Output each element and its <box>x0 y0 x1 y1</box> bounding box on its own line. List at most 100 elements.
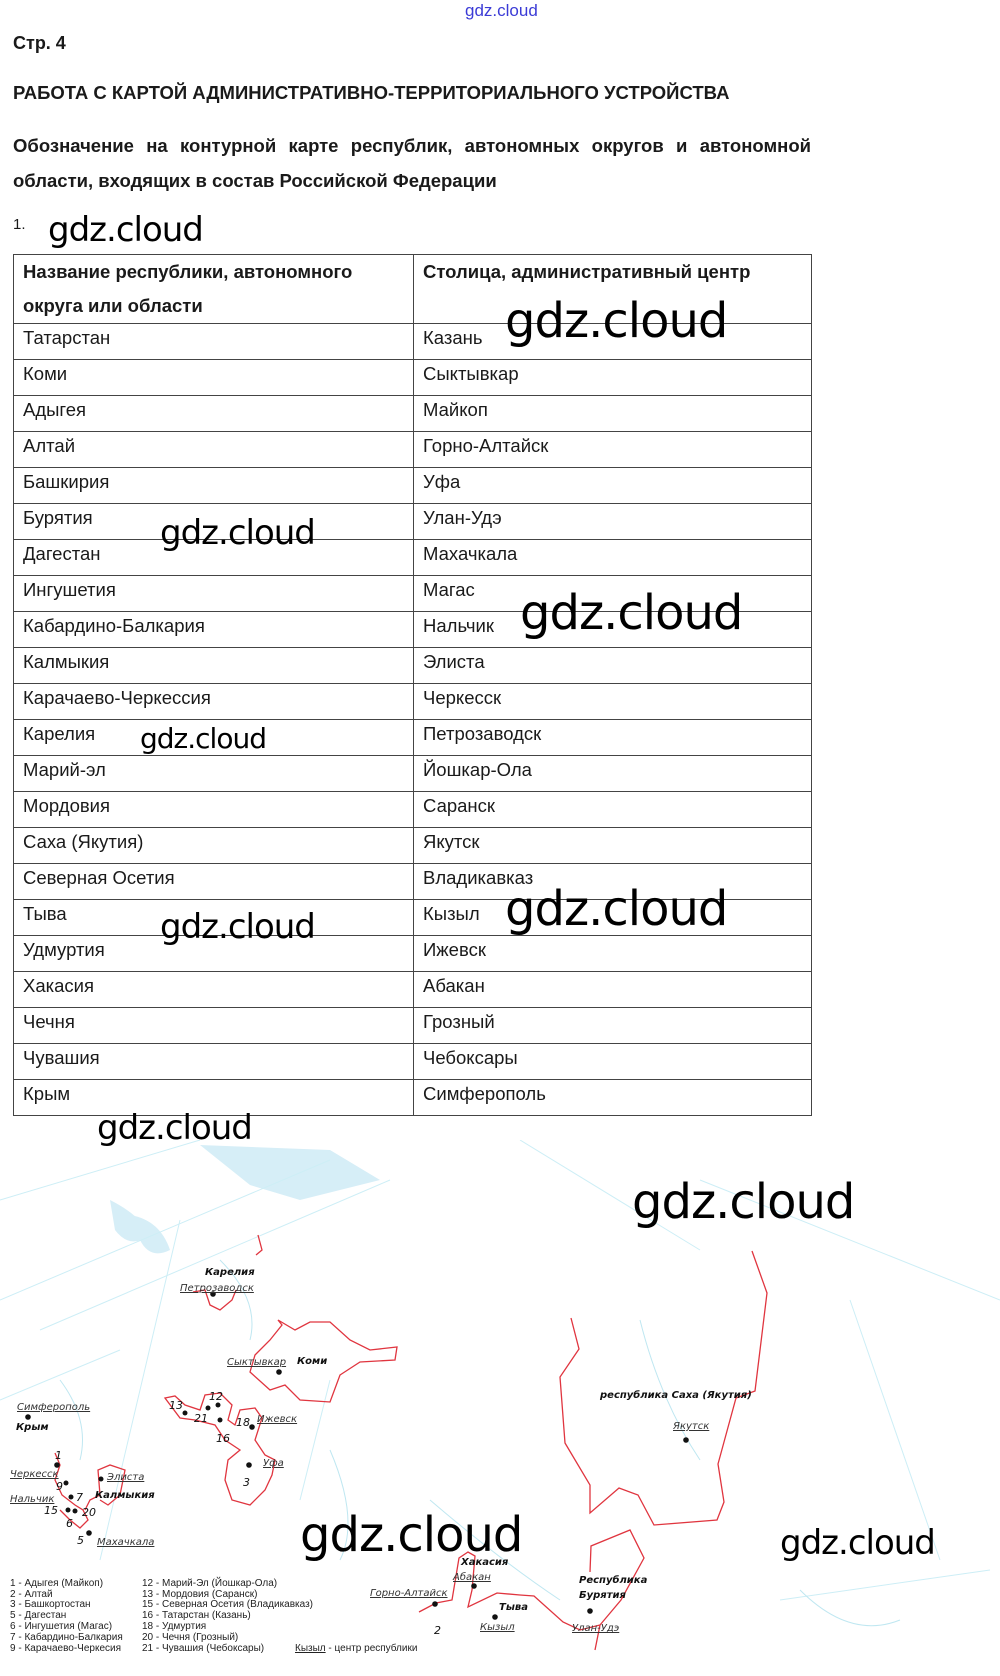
label-buryatia-2: Бурятия <box>579 1590 627 1601</box>
contour-map: Карелия Коми Крым Калмыкия республика Са… <box>0 1140 1000 1654</box>
capital-cell: Якутск <box>413 827 812 864</box>
capital-cell: Черкесск <box>413 683 812 720</box>
watermark: gdz.cloud <box>505 293 728 349</box>
number-5: 5 <box>77 1534 84 1547</box>
label-crimea: Крым <box>16 1422 49 1433</box>
capital-labels: Петрозаводск Сыктывкар Симферополь Ижевс… <box>10 1283 709 1634</box>
map-legend: 1 - Адыгея (Майкоп) 2 - Алтай 3 - Башкор… <box>10 1576 417 1654</box>
border-karelia <box>192 1234 263 1311</box>
label-petrozavodsk: Петрозаводск <box>180 1283 254 1294</box>
table-row: Башкирия Уфа <box>13 467 812 504</box>
label-kyzyl: Кызыл <box>480 1622 515 1633</box>
legend-item: 13 - Мордовия (Саранск) <box>142 1589 257 1600</box>
number-21: 21 <box>194 1412 208 1425</box>
region-name-cell: Кабардино-Балкария <box>13 611 414 648</box>
table-row: Тыва Кызыл <box>13 899 812 936</box>
capital-cell: Майкоп <box>413 395 812 432</box>
capital-cell: Горно-Алтайск <box>413 431 812 468</box>
capital-cell: Грозный <box>413 1007 812 1044</box>
table-row: Ингушетия Магас <box>13 575 812 612</box>
legend-item: 16 - Татарстан (Казань) <box>142 1610 251 1621</box>
capital-cell: Улан-Удэ <box>413 503 812 540</box>
capital-cell: Ижевск <box>413 935 812 972</box>
label-makhachkala: Махачкала <box>97 1537 154 1548</box>
table-row: Удмуртия Ижевск <box>13 935 812 972</box>
region-name-cell: Карачаево-Черкессия <box>13 683 414 720</box>
capital-cell: Сыктывкар <box>413 359 812 396</box>
page-number: Стр. 4 <box>13 33 66 53</box>
capital-cell: Уфа <box>413 467 812 504</box>
capital-cell: Йошкар-Ола <box>413 755 812 792</box>
watermark: gdz.cloud <box>140 722 267 755</box>
legend-item: 7 - Кабардино-Балкария <box>10 1631 123 1643</box>
number-3: 3 <box>243 1476 250 1489</box>
region-name-cell: Чувашия <box>13 1043 414 1080</box>
region-numbers: 1 2 3 5 6 7 9 12 13 15 16 18 20 21 <box>44 1390 441 1637</box>
region-name-cell: Башкирия <box>13 467 414 504</box>
table-header-row: Название республики, автономного округа … <box>13 254 812 324</box>
page-heading: РАБОТА С КАРТОЙ АДМИНИСТРАТИВНО-ТЕРРИТОР… <box>13 82 730 103</box>
watermark: gdz.cloud <box>160 907 316 947</box>
legend-item: 21 - Чувашия (Чебоксары) <box>142 1642 264 1654</box>
region-name-cell: Бурятия <box>13 503 414 540</box>
legend-item: 5 - Дагестан <box>10 1610 66 1621</box>
label-buryatia-1: Республика <box>579 1574 648 1586</box>
lake-onega <box>130 1215 170 1254</box>
label-komi: Коми <box>297 1356 327 1367</box>
border-volga <box>163 1392 276 1506</box>
label-yakutsk: Якутск <box>672 1421 709 1432</box>
label-cherkessk: Черкесск <box>10 1469 59 1480</box>
table-row: Карелия Петрозаводск <box>13 719 812 756</box>
number-2: 2 <box>434 1624 441 1637</box>
task-number: 1. <box>13 216 26 233</box>
table-row: Хакасия Абакан <box>13 971 812 1008</box>
region-name-cell: Адыгея <box>13 395 414 432</box>
label-gorno-altaysk: Горно-Алтайск <box>370 1588 448 1599</box>
label-izhevsk: Ижевск <box>257 1414 297 1425</box>
capital-cell: Магас <box>413 575 812 612</box>
region-name-cell: Саха (Якутия) <box>13 827 414 864</box>
header-capital: Столица, административный центр <box>413 254 812 324</box>
legend-item: 2 - Алтай <box>10 1589 53 1600</box>
region-name-cell: Удмуртия <box>13 935 414 972</box>
table-row: Дагестан Махачкала <box>13 539 812 576</box>
table-row: Татарстан Казань <box>13 323 812 360</box>
number-1: 1 <box>55 1449 62 1462</box>
region-name-cell: Северная Осетия <box>13 863 414 900</box>
table-row: Мордовия Саранск <box>13 791 812 828</box>
label-ulan-ude: Улан-Удэ <box>572 1623 619 1634</box>
watermark: gdz.cloud <box>97 1108 253 1148</box>
capital-cell: Чебоксары <box>413 1043 812 1080</box>
map-background <box>0 1140 1000 1627</box>
region-name-cell: Татарстан <box>13 323 414 360</box>
number-18: 18 <box>236 1416 250 1429</box>
table-row: Саха (Якутия) Якутск <box>13 827 812 864</box>
region-name-cell: Коми <box>13 359 414 396</box>
regions-table: Название республики, автономного округа … <box>13 254 812 1116</box>
region-borders <box>54 1234 768 1651</box>
legend-item: 18 - Удмуртия <box>142 1621 206 1632</box>
legend-item: 20 - Чечня (Грозный) <box>142 1632 238 1643</box>
label-ufa: Уфа <box>263 1458 284 1469</box>
capital-cell: Элиста <box>413 647 812 684</box>
table-row: Марий-эл Йошкар-Ола <box>13 755 812 792</box>
capital-cell: Симферополь <box>413 1079 812 1116</box>
legend-note: Кызыл - центр республики <box>295 1642 417 1654</box>
number-16: 16 <box>216 1432 230 1445</box>
number-20: 20 <box>82 1506 96 1519</box>
table-row: Алтай Горно-Алтайск <box>13 431 812 468</box>
legend-note-city: Кызыл <box>295 1643 326 1654</box>
capital-cell: Петрозаводск <box>413 719 812 756</box>
capital-cell: Абакан <box>413 971 812 1008</box>
number-9: 9 <box>56 1480 63 1493</box>
legend-item: 6 - Ингушетия (Магас) <box>10 1621 112 1632</box>
capital-cell: Махачкала <box>413 539 812 576</box>
capital-cell: Казань <box>413 323 812 360</box>
legend-item: 15 - Северная Осетия (Владикавказ) <box>142 1599 313 1610</box>
watermark: gdz.cloud <box>160 513 316 553</box>
region-name-cell: Крым <box>13 1079 414 1116</box>
region-name-cell: Тыва <box>13 899 414 936</box>
table-row: Адыгея Майкоп <box>13 395 812 432</box>
number-6: 6 <box>66 1517 73 1530</box>
label-nalchik: Нальчик <box>10 1494 54 1505</box>
